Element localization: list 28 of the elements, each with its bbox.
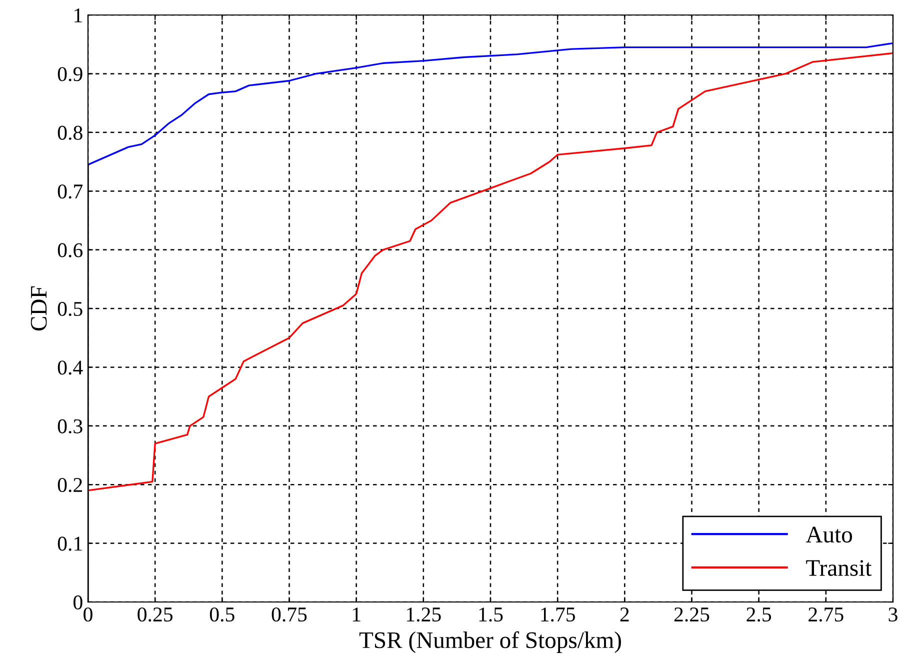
x-tick-label: 3 [888,608,898,622]
x-tick-label: 2.5 [746,608,772,622]
x-tick-label: 1.5 [479,608,503,622]
y-tick-label: 0.1 [58,536,82,551]
x-tick-label: 1 [352,608,360,622]
x-tick-label: 2 [620,608,629,622]
y-tick-label: 0.7 [58,184,83,199]
y-axis-title: CDF [30,286,47,330]
y-tick-label: 0.3 [58,419,82,434]
x-tick-label: 1.75 [541,608,575,622]
y-tick-label: 0.8 [58,126,82,140]
y-tick-label: 0.9 [58,67,82,82]
x-tick-label: 0 [84,607,92,622]
y-tick-label: 0 [74,595,82,610]
x-tick-label: 0.5 [210,607,234,622]
x-tick-label: 1.25 [407,608,441,622]
x-tick-label: 0.25 [138,607,172,622]
y-tick-label: 1 [74,8,82,22]
y-tick-label: 0.5 [58,302,82,316]
x-tick-label: 0.75 [272,607,307,622]
legend-label: Auto [806,526,852,543]
y-tick-label: 0.6 [58,243,83,258]
x-tick-label: 2.25 [674,608,710,622]
legend-label: Transit [806,560,872,576]
x-axis-title: TSR (Number of Stops/km) [359,631,621,653]
y-tick-label: 0.4 [58,360,83,375]
y-tick-label: 0.2 [58,478,82,492]
x-tick-label: 2.75 [808,608,844,622]
